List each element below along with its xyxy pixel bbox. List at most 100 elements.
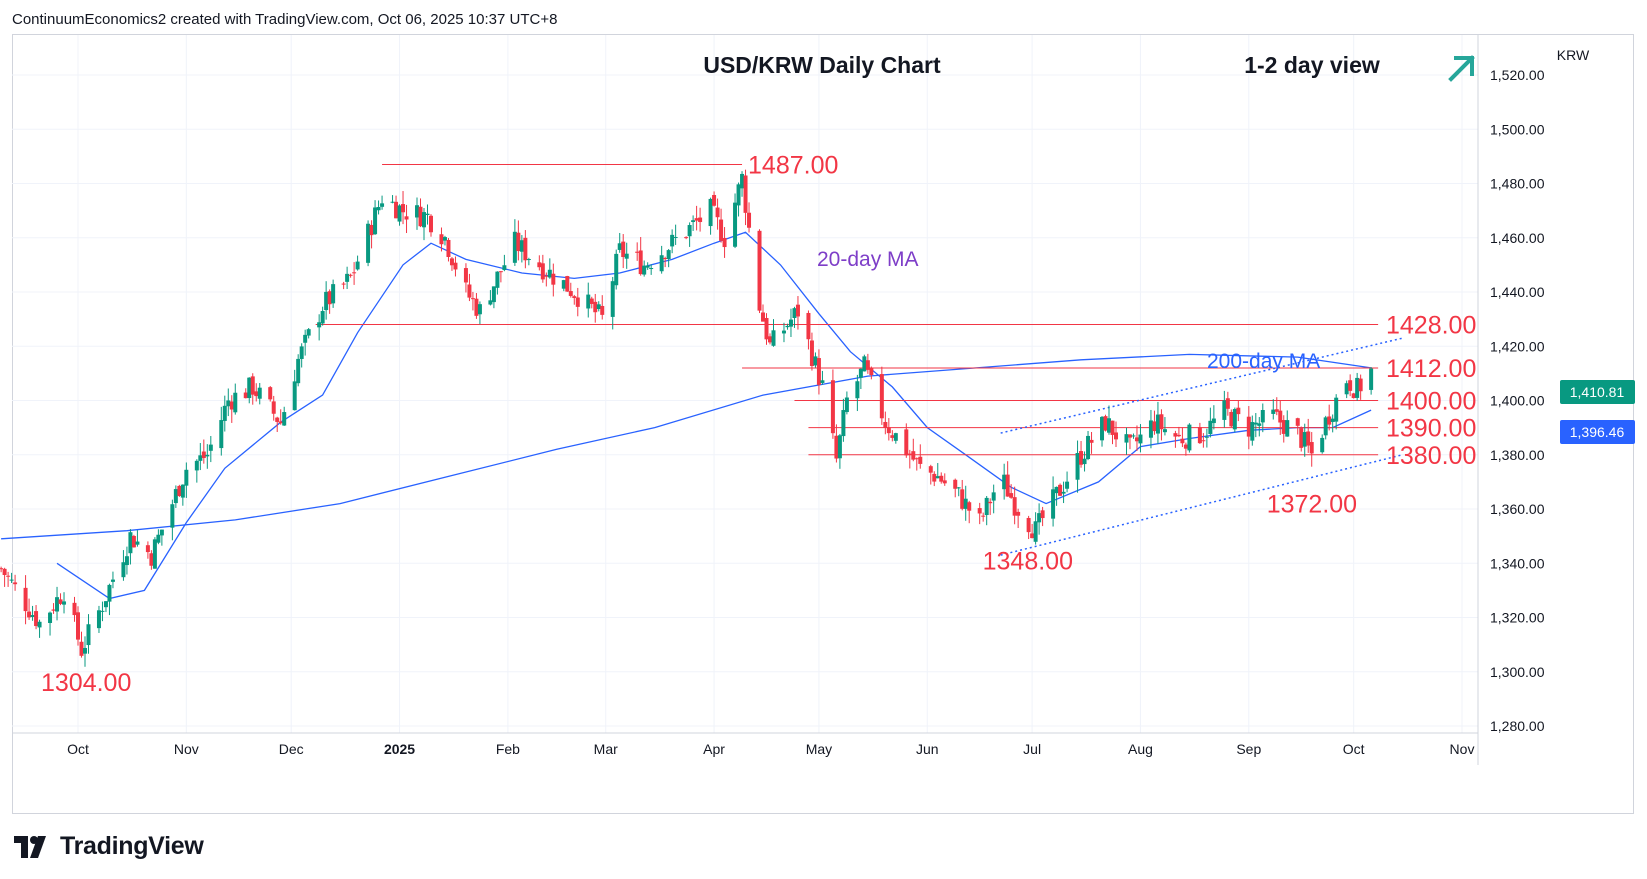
candle bbox=[911, 438, 916, 462]
candle bbox=[1281, 415, 1286, 443]
candle-body bbox=[736, 184, 741, 206]
candle bbox=[635, 242, 640, 261]
candle bbox=[1348, 374, 1353, 397]
candle-body bbox=[1086, 435, 1091, 460]
candle bbox=[463, 263, 468, 293]
candle bbox=[1285, 410, 1290, 437]
candle-body bbox=[687, 225, 692, 237]
candle bbox=[453, 256, 458, 277]
candle bbox=[180, 484, 185, 506]
candle bbox=[226, 388, 231, 417]
candle-body bbox=[788, 319, 793, 327]
candle-body bbox=[51, 609, 56, 611]
candle bbox=[37, 619, 42, 638]
candle bbox=[1155, 401, 1160, 444]
candle-body bbox=[593, 301, 598, 313]
ma200-line bbox=[1, 353, 1372, 540]
candle bbox=[977, 502, 982, 525]
tradingview-logo[interactable]: TradingView bbox=[14, 832, 204, 861]
candle bbox=[893, 432, 898, 444]
candle bbox=[184, 462, 189, 498]
candle bbox=[135, 530, 140, 547]
candle bbox=[422, 208, 426, 241]
candle-body bbox=[981, 515, 986, 517]
candle bbox=[292, 369, 297, 411]
candle-body bbox=[575, 297, 580, 307]
candle-body bbox=[1159, 414, 1164, 430]
candle-body bbox=[568, 291, 573, 296]
candle-body bbox=[1232, 409, 1237, 430]
ma20-series bbox=[56, 231, 1372, 600]
ma-price-tag: 1,396.46 bbox=[1560, 420, 1635, 444]
candle bbox=[886, 418, 891, 441]
candle-body bbox=[841, 410, 846, 437]
candles[interactable] bbox=[0, 169, 1374, 667]
chart-attribution: ContinuumEconomics2 created with Trading… bbox=[12, 11, 558, 28]
price-axis[interactable]: 1,280.00 1,300.00 1,320.00 1,340.00 1,360.00… bbox=[1477, 35, 1545, 765]
candle-body bbox=[103, 601, 108, 608]
candle bbox=[1183, 442, 1188, 456]
candle-body bbox=[1330, 418, 1335, 422]
candle bbox=[837, 433, 842, 469]
candle bbox=[327, 289, 332, 314]
candle bbox=[76, 606, 80, 646]
candle bbox=[34, 605, 39, 630]
candle bbox=[1110, 420, 1115, 445]
candle-body bbox=[369, 224, 374, 236]
candle bbox=[257, 383, 262, 405]
candle bbox=[201, 439, 206, 464]
candle bbox=[617, 232, 622, 253]
candle bbox=[1103, 414, 1108, 432]
candle bbox=[953, 478, 958, 498]
candle-body bbox=[159, 529, 164, 536]
candle bbox=[404, 204, 409, 234]
candle-body bbox=[1180, 438, 1185, 444]
candle bbox=[813, 352, 818, 368]
candle bbox=[366, 220, 371, 267]
y-tick-label: 1,320.00 bbox=[1490, 610, 1545, 626]
candle-body bbox=[1005, 474, 1010, 497]
candle bbox=[736, 182, 741, 217]
candle-body bbox=[48, 612, 53, 623]
candle-body bbox=[1127, 434, 1132, 438]
candle bbox=[1358, 374, 1363, 400]
candle-body bbox=[324, 291, 329, 311]
candle-body bbox=[467, 284, 472, 298]
candle-body bbox=[551, 273, 556, 285]
candle bbox=[1344, 380, 1349, 399]
candle bbox=[1187, 423, 1192, 453]
candle-body bbox=[1124, 434, 1129, 443]
candle bbox=[1278, 400, 1283, 435]
candle-body bbox=[1344, 383, 1349, 395]
candle-body bbox=[673, 236, 678, 238]
candle bbox=[373, 200, 378, 235]
candle bbox=[596, 301, 601, 312]
candle bbox=[124, 546, 129, 575]
candle-body bbox=[428, 215, 433, 233]
candle-body bbox=[303, 334, 308, 343]
candle bbox=[271, 395, 276, 421]
candle-body bbox=[932, 473, 937, 482]
chart-canvas[interactable]: USD/KRW Daily Chart 1-2 day view 20-day … bbox=[0, 0, 1647, 830]
candle-body bbox=[96, 610, 101, 629]
candle-body bbox=[341, 283, 346, 285]
candle-body bbox=[62, 601, 67, 605]
candle bbox=[1274, 397, 1279, 416]
candle bbox=[1030, 523, 1035, 539]
candle bbox=[1306, 418, 1311, 453]
trend-channel bbox=[1000, 337, 1403, 556]
candle-body bbox=[107, 584, 112, 602]
candle-body bbox=[394, 201, 399, 219]
candle-body bbox=[816, 358, 821, 385]
candle-body bbox=[282, 412, 287, 426]
candle-body bbox=[1351, 393, 1356, 399]
time-axis[interactable]: Oct Nov Dec 2025 Feb Mar Apr May Jun Jul Aug Sep Oct… bbox=[12, 732, 1478, 757]
candle-body bbox=[785, 325, 790, 328]
candle bbox=[516, 220, 521, 261]
candle bbox=[303, 329, 308, 356]
candle bbox=[1176, 426, 1181, 438]
candle bbox=[540, 254, 545, 283]
candle bbox=[673, 224, 678, 245]
candle-body bbox=[72, 602, 77, 616]
candle-body bbox=[1040, 510, 1045, 519]
